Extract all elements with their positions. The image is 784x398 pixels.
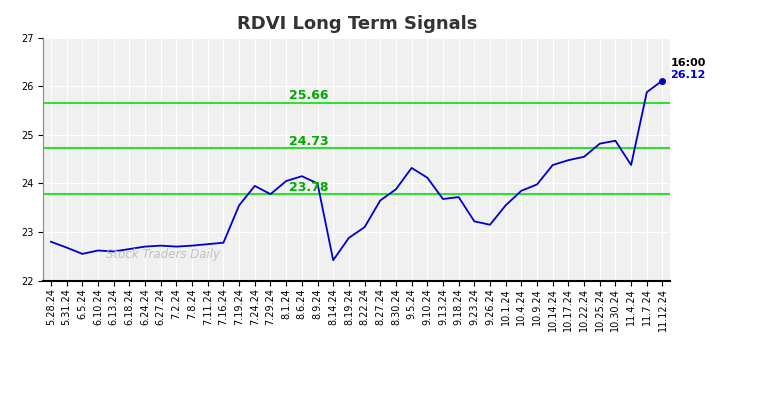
- Text: 26.12: 26.12: [670, 70, 706, 80]
- Text: 16:00: 16:00: [670, 58, 706, 68]
- Text: 25.66: 25.66: [289, 90, 328, 102]
- Title: RDVI Long Term Signals: RDVI Long Term Signals: [237, 16, 477, 33]
- Text: Stock Traders Daily: Stock Traders Daily: [106, 248, 220, 261]
- Text: 24.73: 24.73: [289, 135, 329, 148]
- Text: 23.78: 23.78: [289, 181, 328, 194]
